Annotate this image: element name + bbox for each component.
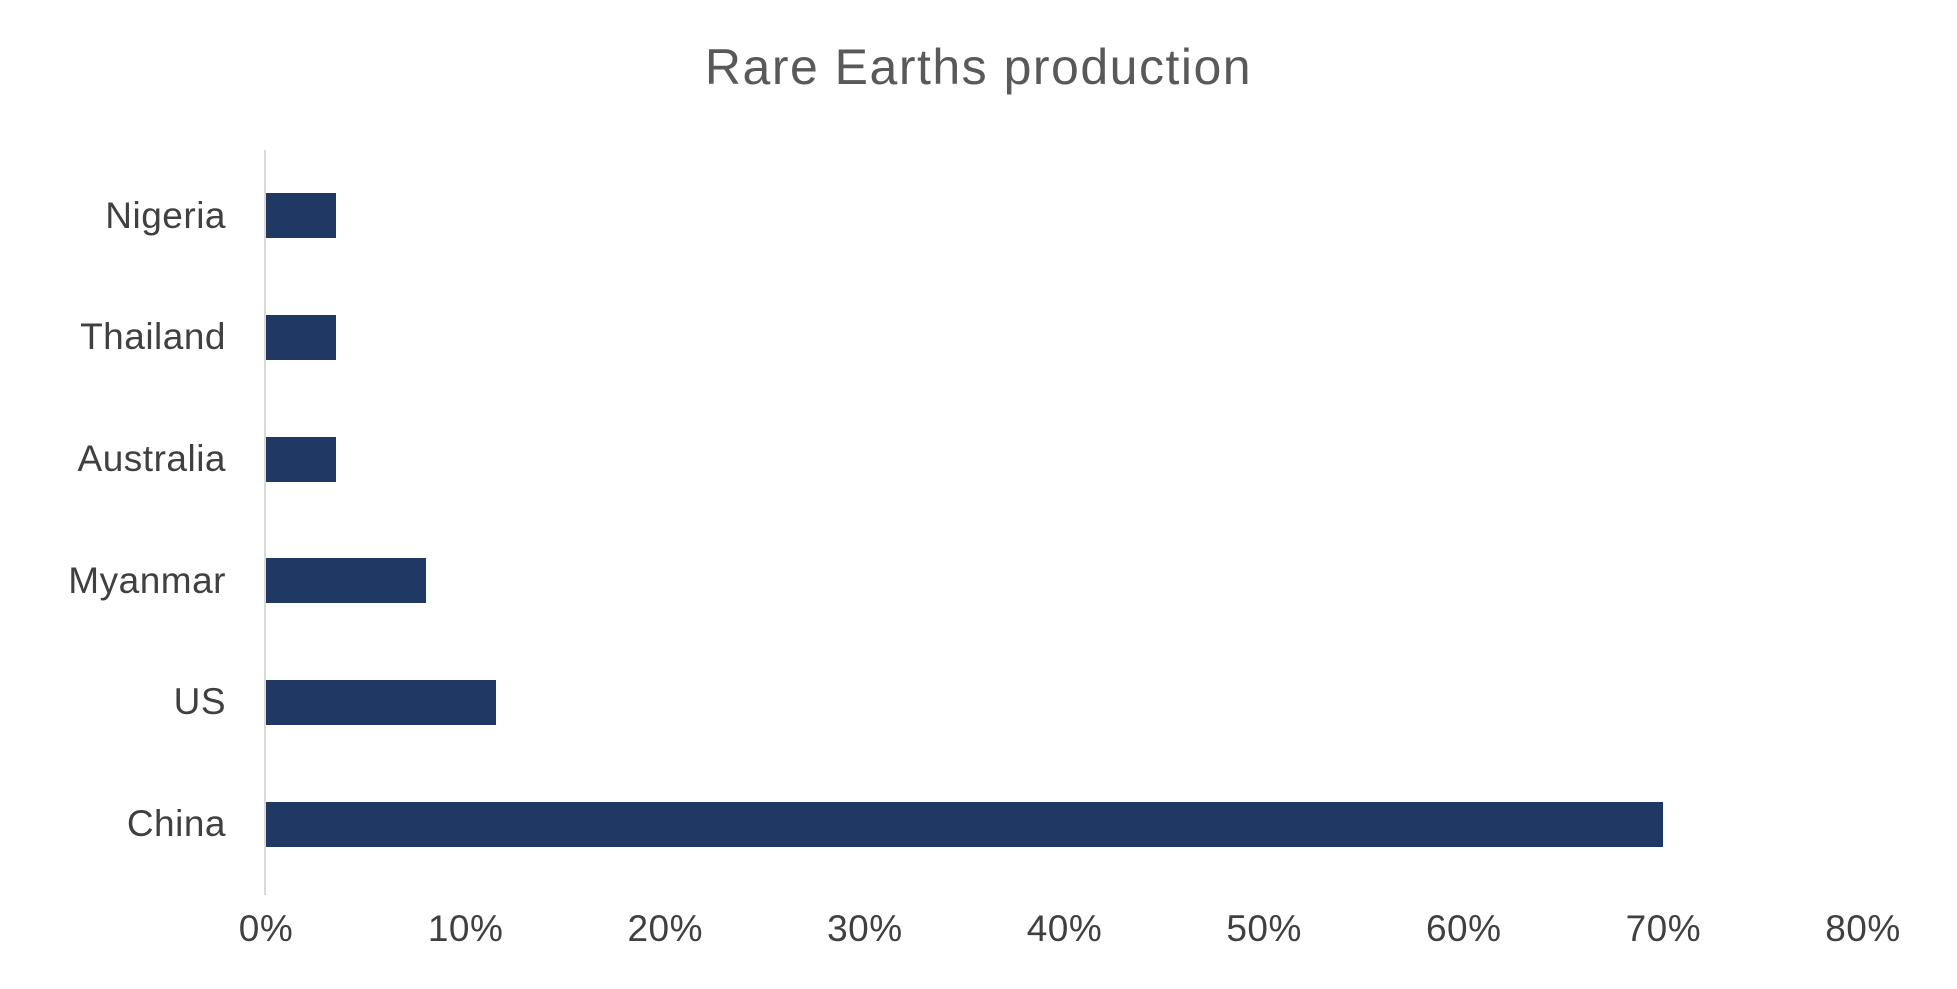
bar-row-nigeria: [266, 155, 1863, 277]
bar-row-thailand: [266, 277, 1863, 399]
bar-row-myanmar: [266, 520, 1863, 642]
bar-australia: [266, 436, 336, 482]
x-tick-label-50pct: 50%: [1226, 908, 1302, 949]
category-label-australia: Australia: [77, 438, 226, 480]
category-label-nigeria: Nigeria: [105, 194, 226, 236]
chart-title: Rare Earths production: [704, 39, 1253, 95]
x-tick-label-60pct: 60%: [1425, 908, 1502, 949]
bar-row-china: [266, 763, 1863, 885]
bar-china: [266, 801, 1664, 847]
category-labels: Nigeria Thailand Australia Myanmar US China: [0, 155, 242, 885]
bar-myanmar: [266, 558, 426, 604]
x-tick-label-20pct: 20%: [627, 908, 704, 949]
x-tick-label-80pct: 80%: [1825, 908, 1901, 949]
x-tick-label-70pct: 70%: [1625, 908, 1702, 949]
category-label-us: US: [173, 681, 226, 723]
x-axis: 0% 10% 20% 30% 40% 50% 60% 70% 80%: [239, 908, 1901, 958]
y-axis-line: [264, 150, 266, 895]
plot-area: [266, 155, 1863, 885]
bar-row-us: [266, 642, 1863, 764]
bar-nigeria: [266, 193, 336, 239]
bar-row-australia: [266, 398, 1863, 520]
x-tick-label-0pct: 0%: [238, 908, 294, 949]
x-tick-label-10pct: 10%: [427, 908, 504, 949]
category-label-thailand: Thailand: [80, 316, 226, 358]
x-tick-label-30pct: 30%: [827, 908, 903, 949]
category-label-china: China: [126, 803, 226, 845]
category-label-myanmar: Myanmar: [68, 559, 226, 601]
x-tick-label-40pct: 40%: [1026, 908, 1103, 949]
bar-us: [266, 679, 496, 725]
bar-thailand: [266, 314, 336, 360]
